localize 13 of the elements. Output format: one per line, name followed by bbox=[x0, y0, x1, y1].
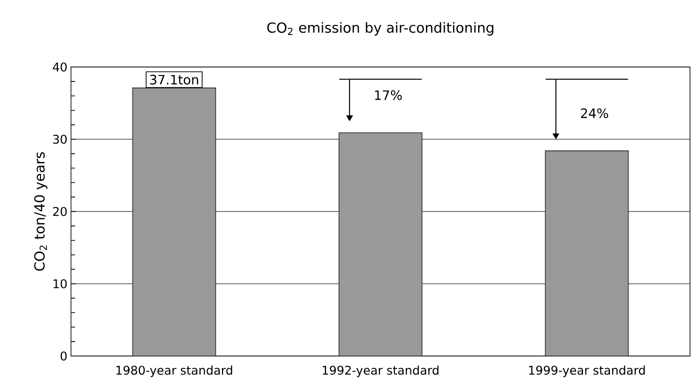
x-tick-label: 1999-year standard bbox=[529, 366, 645, 378]
y-tick-label: 30 bbox=[53, 134, 67, 144]
y-tick-label: 20 bbox=[53, 206, 67, 216]
annotation: 24% bbox=[581, 108, 608, 118]
annotation: 37.1ton bbox=[150, 74, 198, 85]
y-tick-label: 40 bbox=[52, 62, 67, 72]
x-tick-label: 1980-year standard bbox=[116, 366, 232, 378]
chart-title: CO$_{2}$ emission by air-conditioning bbox=[267, 22, 494, 36]
y-tick-label: 0 bbox=[60, 351, 67, 361]
annotation: 17% bbox=[375, 90, 402, 100]
x-tick-label: 1992-year standard bbox=[322, 366, 438, 378]
y-axis-title: CO$_{2}$ ton/40 years bbox=[34, 152, 48, 271]
y-tick-label: 10 bbox=[54, 279, 67, 288]
